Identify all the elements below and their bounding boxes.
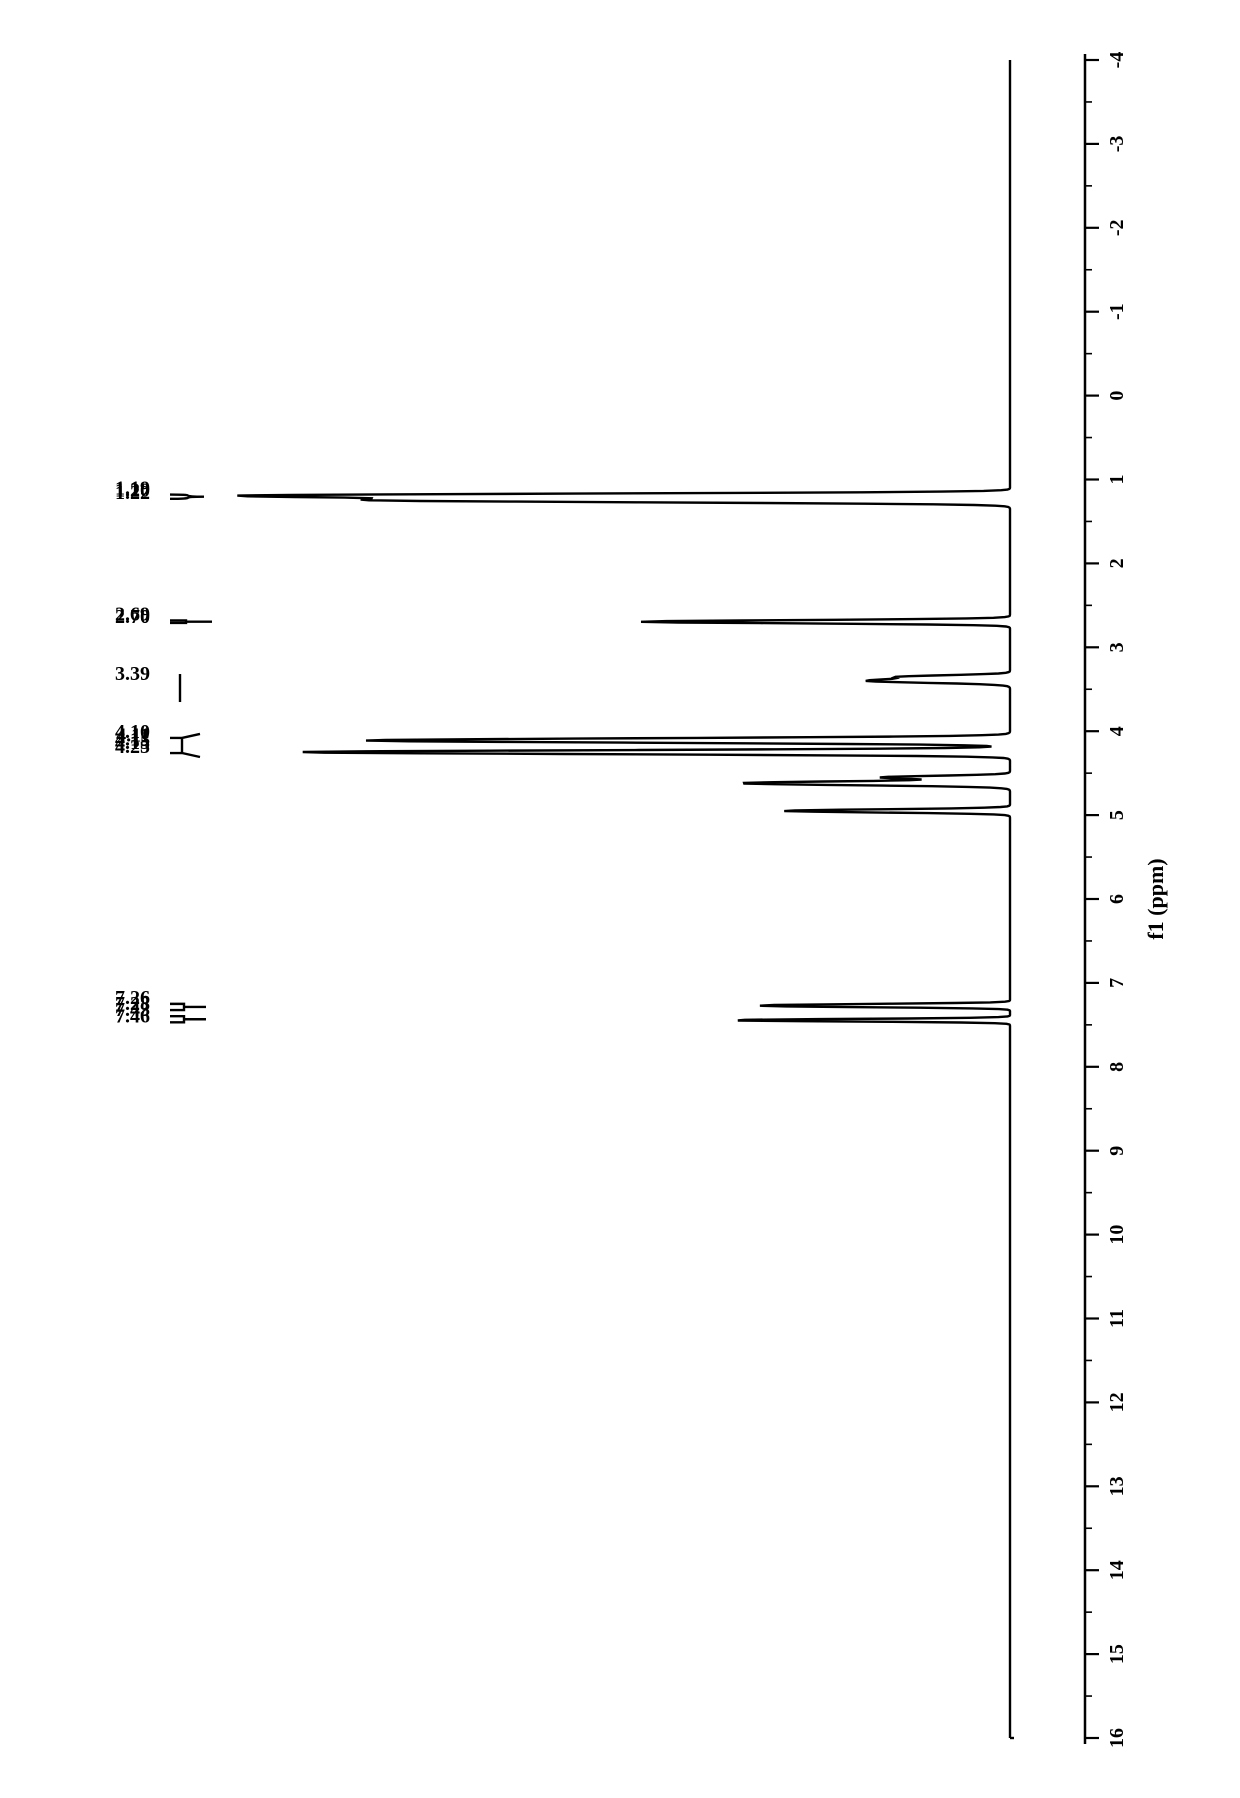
x-axis: 161514131211109876543210-1-2-3-4f1 (ppm) — [1085, 52, 1168, 1748]
axis-tick-label: 5 — [1106, 810, 1128, 820]
peak-label: 4.10 — [115, 721, 150, 743]
nmr-spectrum-page: 161514131211109876543210-1-2-3-4f1 (ppm)… — [0, 0, 1240, 1798]
peak-brace — [170, 734, 200, 757]
axis-tick-label: 14 — [1106, 1560, 1128, 1580]
peak-label: 1.19 — [115, 478, 150, 500]
peak-brace — [170, 1004, 206, 1010]
axis-tick-label: 12 — [1106, 1392, 1128, 1412]
peak-labels: 7.467.437.287.264.254.154.134.114.103.39… — [115, 478, 212, 1028]
axis-tick-label: 7 — [1106, 978, 1128, 988]
axis-tick-label: -3 — [1106, 136, 1128, 153]
spectrum-path — [237, 60, 1010, 1738]
rotated-figure: 161514131211109876543210-1-2-3-4f1 (ppm)… — [115, 52, 1168, 1748]
peak-brace — [170, 620, 212, 623]
axis-label: f1 (ppm) — [1143, 858, 1168, 939]
axis-tick-label: 16 — [1106, 1728, 1128, 1748]
axis-tick-label: 11 — [1106, 1309, 1128, 1328]
peak-label: 2.69 — [115, 603, 150, 625]
axis-tick-label: 13 — [1106, 1476, 1128, 1496]
axis-tick-label: -1 — [1106, 303, 1128, 320]
peak-label: 7.26 — [115, 987, 150, 1009]
axis-tick-label: 3 — [1106, 642, 1128, 652]
axis-tick-label: 15 — [1106, 1644, 1128, 1664]
axis-tick-label: -2 — [1106, 219, 1128, 236]
axis-tick-label: 4 — [1106, 726, 1128, 736]
axis-tick-label: 8 — [1106, 1062, 1128, 1072]
spectrum-trace — [237, 60, 1014, 1738]
axis-tick-label: 6 — [1106, 894, 1128, 904]
axis-tick-label: 9 — [1106, 1146, 1128, 1156]
axis-tick-label: -4 — [1106, 52, 1128, 69]
axis-tick-label: 2 — [1106, 558, 1128, 568]
nmr-spectrum-svg: 161514131211109876543210-1-2-3-4f1 (ppm)… — [0, 0, 1240, 1798]
peak-label: 3.39 — [115, 663, 150, 685]
axis-tick-label: 0 — [1106, 391, 1128, 401]
axis-tick-label: 10 — [1106, 1225, 1128, 1245]
peak-brace — [170, 1016, 206, 1022]
peak-brace — [170, 495, 204, 499]
axis-tick-label: 1 — [1106, 475, 1128, 485]
